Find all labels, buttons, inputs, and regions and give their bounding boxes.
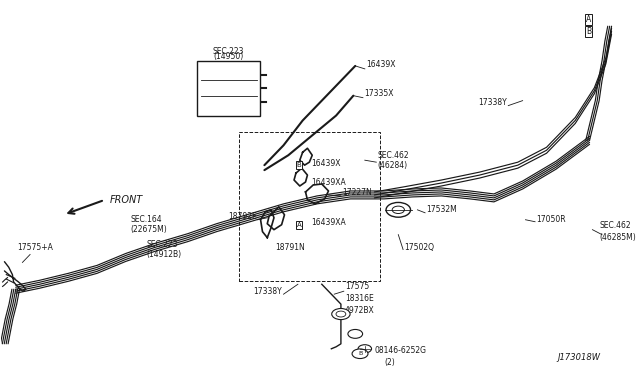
Circle shape — [386, 202, 410, 217]
Text: SEC.164: SEC.164 — [131, 215, 162, 224]
Text: J173018W: J173018W — [557, 353, 600, 362]
Text: 16439X: 16439X — [366, 60, 396, 70]
Circle shape — [348, 330, 363, 338]
Text: B: B — [586, 27, 591, 36]
Circle shape — [392, 206, 404, 214]
Text: 17532M: 17532M — [426, 205, 457, 214]
Bar — [239, 132, 380, 281]
Text: 17575: 17575 — [345, 282, 369, 291]
Text: (14950): (14950) — [213, 52, 244, 61]
Text: SEC.223: SEC.223 — [147, 240, 179, 248]
Text: SEC.462: SEC.462 — [377, 151, 409, 160]
Circle shape — [358, 345, 372, 353]
Text: 18792E: 18792E — [228, 212, 257, 221]
Text: 17335X: 17335X — [364, 89, 394, 98]
Text: 4972BX: 4972BX — [345, 306, 374, 315]
Text: 17338Y: 17338Y — [253, 287, 282, 296]
Text: 17575+A: 17575+A — [18, 243, 54, 251]
Text: 16439XA: 16439XA — [311, 218, 346, 227]
Text: 17050R: 17050R — [536, 215, 566, 224]
Text: 18316E: 18316E — [345, 294, 374, 303]
Text: (2): (2) — [384, 357, 395, 367]
Bar — [198, 61, 260, 116]
Text: (46285M): (46285M) — [599, 232, 636, 241]
Circle shape — [352, 349, 368, 359]
Text: (46284): (46284) — [377, 161, 408, 170]
Text: A: A — [586, 15, 591, 24]
Text: 16439XA: 16439XA — [311, 177, 346, 186]
Text: A: A — [296, 222, 301, 228]
Text: 16439X: 16439X — [311, 159, 340, 168]
Text: 17227N: 17227N — [342, 189, 372, 198]
Text: B: B — [296, 162, 301, 168]
Circle shape — [336, 311, 346, 317]
Text: 17338Y: 17338Y — [479, 98, 508, 107]
Circle shape — [332, 308, 350, 320]
Text: 08146-6252G: 08146-6252G — [374, 346, 426, 355]
Text: SEC.223: SEC.223 — [212, 47, 244, 56]
Text: FRONT: FRONT — [109, 195, 143, 205]
Text: (14912B): (14912B) — [147, 250, 182, 259]
Text: B: B — [358, 351, 362, 356]
Text: 17502Q: 17502Q — [404, 243, 434, 252]
Text: (22675M): (22675M) — [131, 225, 167, 234]
Text: SEC.462: SEC.462 — [599, 221, 631, 230]
Text: 18791N: 18791N — [275, 243, 305, 252]
